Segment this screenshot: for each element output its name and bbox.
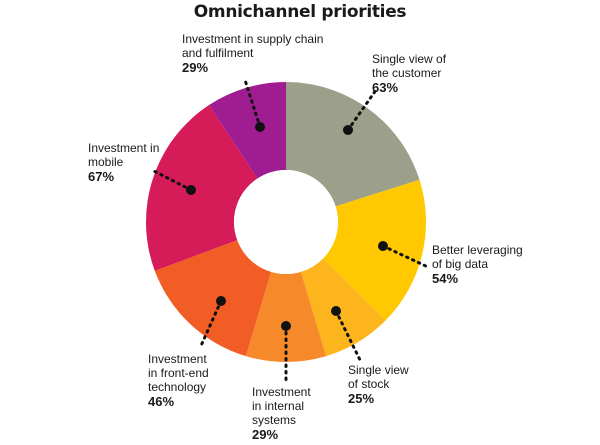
slice-label-internal: Investment in internal systems 29% [252, 385, 311, 442]
marker-dot-bigdata [378, 241, 388, 251]
slice-percent: 29% [182, 60, 209, 75]
slice-label-line: Investment in [88, 141, 160, 155]
marker-dot-supply [255, 122, 265, 132]
slice-percent: 29% [252, 427, 279, 442]
slice-percent: 54% [432, 271, 459, 286]
marker-dot-customer [343, 125, 353, 135]
slice-label-line: and fulfilment [182, 46, 254, 60]
slice-label-line: systems [252, 413, 297, 427]
slice-label-line: in front-end [148, 366, 209, 380]
slice-label-line: Single view [348, 363, 409, 377]
slice-label-line: Better leveraging [432, 243, 523, 257]
slice-label-supply: Investment in supply chain and fulfilment… [182, 32, 323, 75]
slice-label-frontend: Investment in front-end technology 46% [148, 352, 209, 409]
chart-title: Omnichannel priorities [193, 2, 407, 22]
slice-internal [245, 271, 327, 362]
donut-hole [234, 170, 338, 274]
slice-label-bigdata: Better leveraging of big data 54% [432, 243, 523, 286]
leader-line-customer [346, 88, 378, 132]
slice-label-line: the customer [372, 66, 442, 80]
slice-label-line: technology [148, 380, 207, 394]
marker-dot-internal [281, 321, 291, 331]
slice-frontend [154, 240, 272, 357]
marker-dot-mobile [186, 185, 196, 195]
leader-line-bigdata [381, 244, 432, 270]
slice-percent: 46% [148, 394, 175, 409]
slice-percent: 63% [372, 80, 399, 95]
slice-label-line: Investment [148, 352, 207, 366]
slice-label-line: of stock [348, 377, 390, 391]
slice-customer [286, 82, 420, 207]
leader-line-frontend [198, 299, 223, 350]
leader-line-supply [243, 78, 262, 129]
slice-label-line: Investment in supply chain [182, 32, 324, 46]
leader-line-mobile [150, 168, 193, 192]
slice-label-mobile: Investment in mobile 67% [88, 141, 159, 184]
slice-label-line: Investment [252, 385, 311, 399]
leader-line-stock [334, 309, 362, 362]
slice-label-line: Single view of [372, 52, 447, 66]
slice-percent: 25% [348, 391, 375, 406]
marker-dot-frontend [216, 296, 226, 306]
slice-bigdata [323, 179, 426, 321]
marker-dot-stock [331, 306, 341, 316]
slice-label-stock: Single view of stock 25% [348, 363, 409, 406]
slice-percent: 67% [88, 169, 115, 184]
slice-label-line: in internal [252, 399, 305, 413]
slice-mobile [146, 105, 258, 271]
slice-label-line: of big data [432, 257, 489, 271]
slice-label-line: mobile [88, 155, 124, 169]
slice-supply [209, 82, 286, 179]
slice-stock [300, 258, 386, 357]
slice-label-customer: Single view of the customer 63% [372, 52, 446, 95]
